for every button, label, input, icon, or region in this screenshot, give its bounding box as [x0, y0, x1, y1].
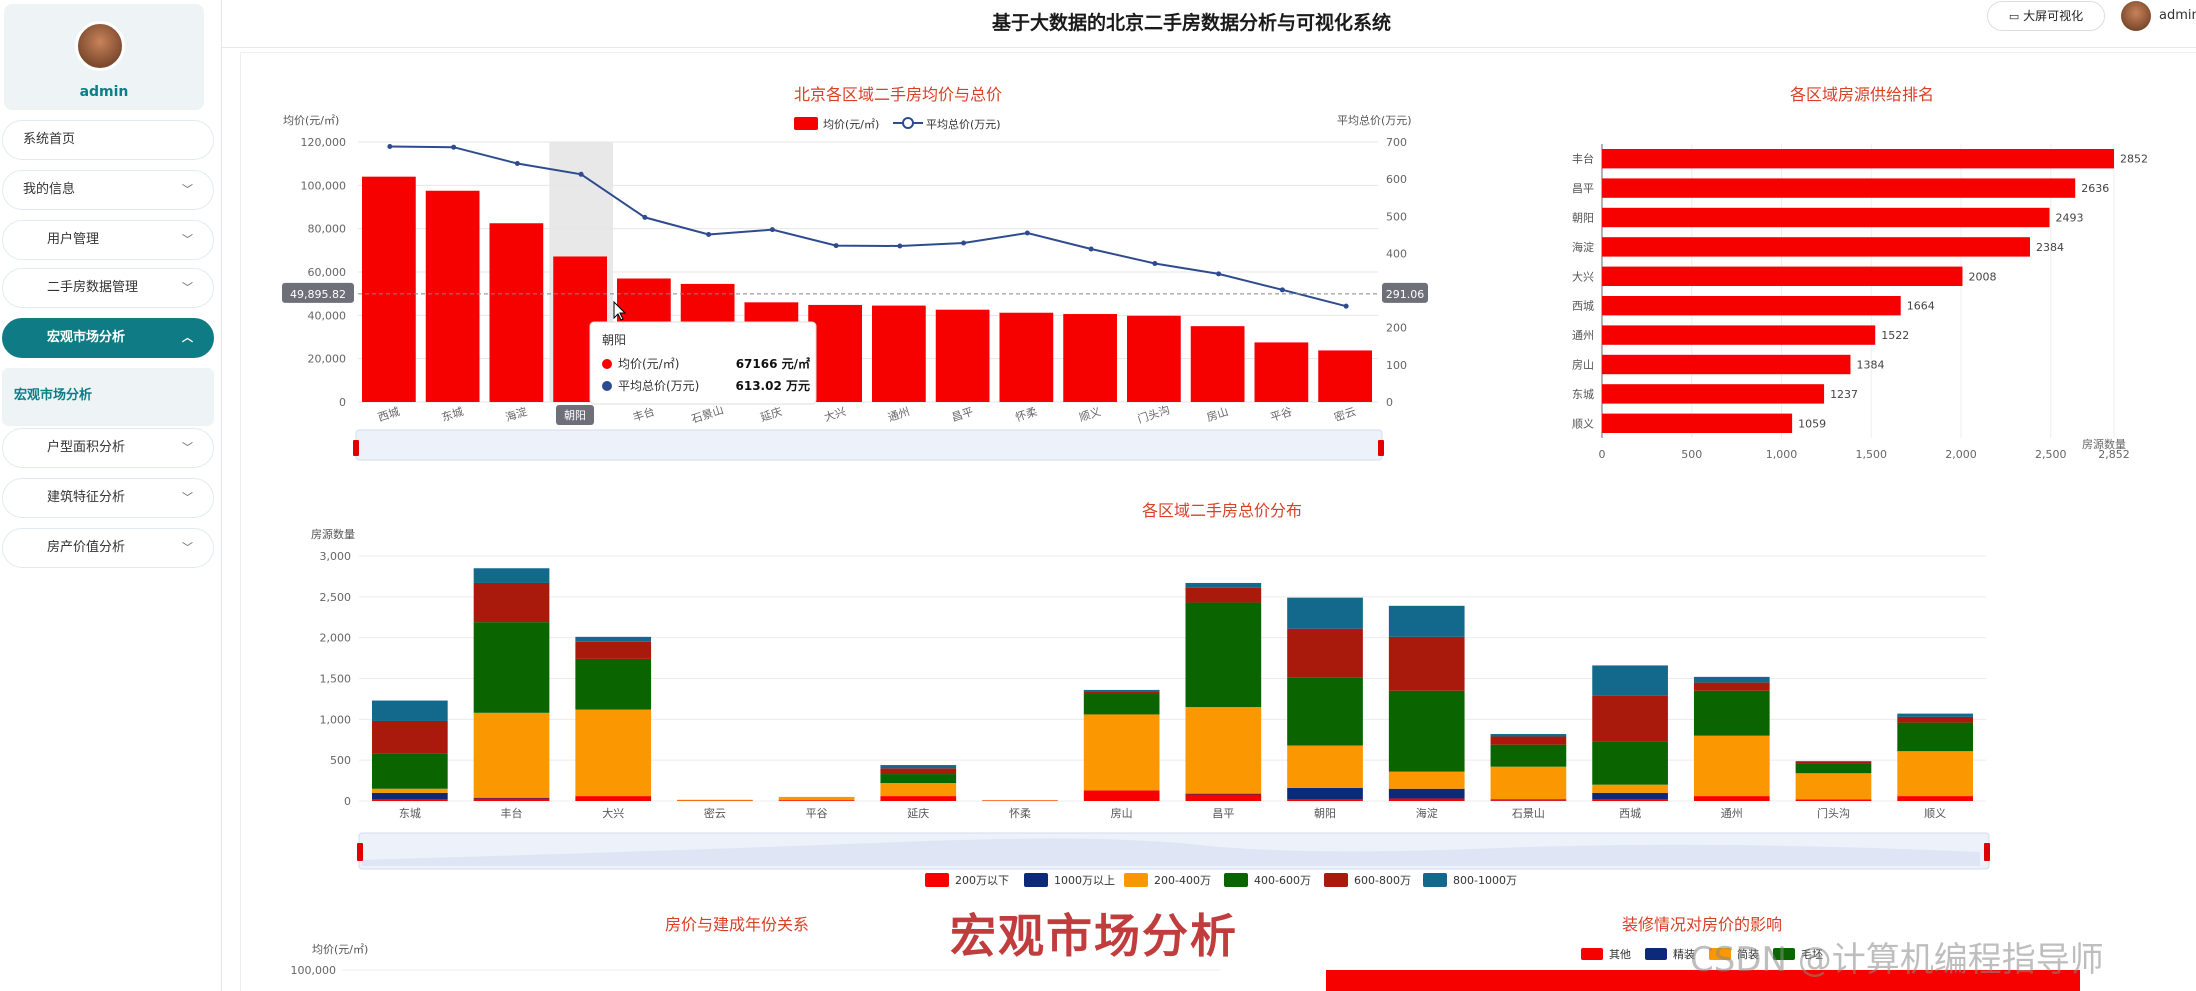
sidebar-item-2[interactable]: 用户管理 ﹀: [2, 220, 214, 260]
sidebar-username: admin: [79, 84, 129, 100]
big-screen-button[interactable]: ▭ 大屏可视化: [1987, 1, 2105, 31]
decoration-chart-bar-preview: [1326, 970, 2080, 991]
submenu-item-macro-market[interactable]: 宏观市场分析: [2, 368, 214, 426]
sidebar: admin 系统首页我的信息 ﹀ 用户管理 ﹀ 二手房数据管理 ﹀ 宏观市场分析 ︿ 户型面积分…: [0, 0, 222, 991]
sidebar-item-3[interactable]: 二手房数据管理 ﹀: [2, 268, 214, 308]
avatar[interactable]: [75, 21, 125, 71]
sidebar-item-label: 建筑特征分析: [47, 490, 126, 505]
sidebar-item-label: 二手房数据管理: [47, 280, 139, 295]
user-profile-card: admin: [4, 4, 204, 110]
submenu-item-label: 宏观市场分析: [14, 388, 93, 403]
big-screen-label: 大屏可视化: [2023, 9, 2084, 23]
chevron-down-icon: ﹀: [182, 441, 193, 454]
top-avatar[interactable]: [2121, 1, 2151, 31]
chevron-down-icon: ﹀: [182, 491, 193, 504]
monitor-icon: ▭: [2008, 10, 2020, 23]
top-bar: 基于大数据的北京二手房数据分析与可视化系统 ▭ 大屏可视化 admin: [222, 0, 2196, 48]
page-title: 基于大数据的北京二手房数据分析与可视化系统: [992, 12, 1392, 34]
csdn-watermark: CSDN @计算机编程指导师: [1690, 940, 2104, 980]
sidebar-item-5[interactable]: 户型面积分析 ﹀: [2, 428, 214, 468]
sidebar-item-label: 我的信息: [23, 182, 76, 197]
top-username[interactable]: admin: [2159, 8, 2196, 23]
sidebar-item-4[interactable]: 宏观市场分析 ︿: [2, 318, 214, 358]
sidebar-item-label: 户型面积分析: [47, 440, 126, 455]
chevron-down-icon: ﹀: [182, 183, 193, 196]
sidebar-item-1[interactable]: 我的信息 ﹀: [2, 170, 214, 210]
main-content: [240, 52, 2196, 991]
chevron-down-icon: ﹀: [182, 233, 193, 246]
sidebar-item-7[interactable]: 房产价值分析 ﹀: [2, 528, 214, 568]
sidebar-item-0[interactable]: 系统首页: [2, 120, 214, 160]
chevron-down-icon: ﹀: [182, 281, 193, 294]
chevron-up-icon: ︿: [182, 331, 193, 344]
sidebar-item-label: 系统首页: [23, 132, 76, 147]
watermark-text: 宏观市场分析: [950, 909, 1238, 963]
chevron-down-icon: ﹀: [182, 541, 193, 554]
sidebar-item-6[interactable]: 建筑特征分析 ﹀: [2, 478, 214, 518]
sidebar-item-label: 宏观市场分析: [47, 330, 126, 345]
sidebar-item-label: 房产价值分析: [47, 540, 126, 555]
sidebar-item-label: 用户管理: [47, 232, 100, 247]
